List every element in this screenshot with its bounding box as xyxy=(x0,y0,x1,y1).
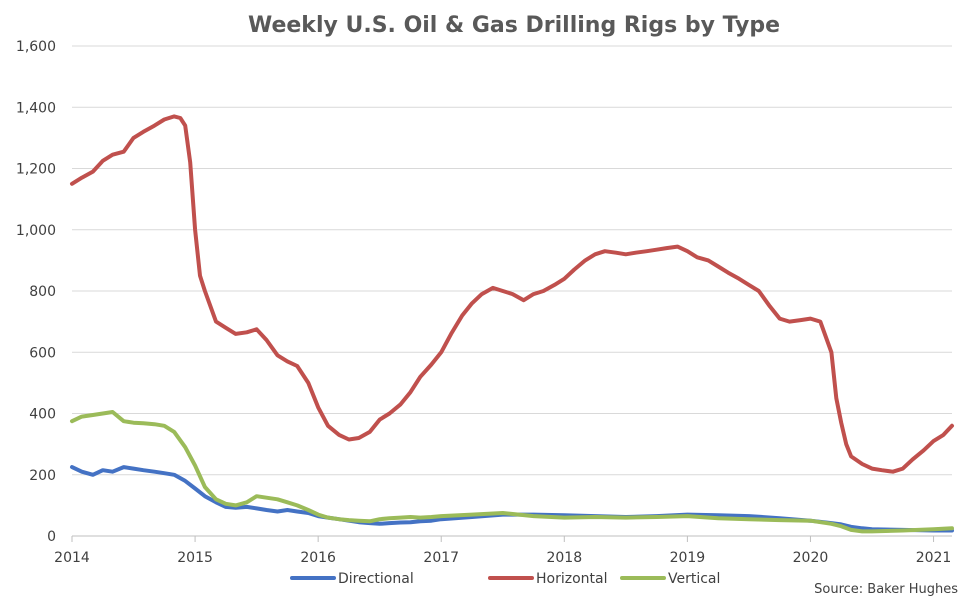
legend-label-horizontal: Horizontal xyxy=(536,571,607,587)
series-lines xyxy=(70,114,954,534)
gridlines xyxy=(72,45,952,476)
legend-label-directional: Directional xyxy=(338,571,414,587)
y-tick-label: 0 xyxy=(47,529,56,545)
x-tick-label: 2016 xyxy=(300,550,336,566)
y-tick-label: 200 xyxy=(29,468,56,484)
y-tick-label: 800 xyxy=(29,284,56,300)
x-tick-label: 2020 xyxy=(793,550,829,566)
series-line-horizontal xyxy=(70,114,954,474)
legend-label-vertical: Vertical xyxy=(668,571,720,587)
x-tick-label: 2014 xyxy=(54,550,90,566)
y-tick-label: 1,400 xyxy=(16,100,56,116)
chart-title: Weekly U.S. Oil & Gas Drilling Rigs by T… xyxy=(248,13,780,38)
axes: 0 200 400 600 800 1,000 1,200 1,400 1,600 2014 201… xyxy=(16,39,952,566)
x-tick-label: 2019 xyxy=(670,550,706,566)
x-tick-label: 2017 xyxy=(423,550,459,566)
y-tick-label: 1,200 xyxy=(16,162,56,178)
legend: Directional Horizontal Vertical xyxy=(290,571,720,587)
x-tick-label: 2015 xyxy=(177,550,213,566)
source-annotation: Source: Baker Hughes xyxy=(814,582,958,597)
x-tick-label: 2021 xyxy=(916,550,952,566)
y-tick-label: 1,600 xyxy=(16,39,56,55)
series-line-vertical xyxy=(70,410,954,534)
x-tick-label: 2018 xyxy=(546,550,582,566)
y-tick-label: 400 xyxy=(29,407,56,423)
y-tick-label: 1,000 xyxy=(16,223,56,239)
y-tick-label: 600 xyxy=(29,345,56,361)
